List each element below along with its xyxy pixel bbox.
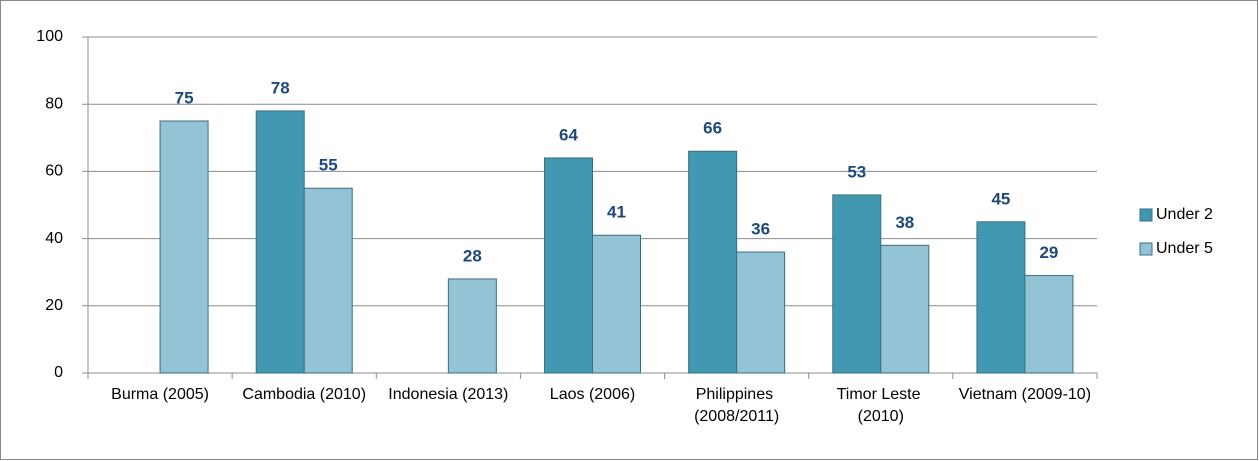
- bar: [592, 234, 641, 374]
- legend-label: Under 5: [1156, 240, 1213, 257]
- legend-swatch: [1139, 208, 1153, 222]
- value-label: 28: [463, 246, 482, 265]
- value-label: 41: [607, 203, 626, 222]
- y-tick-label: 60: [45, 163, 63, 180]
- value-label: 38: [895, 213, 914, 232]
- x-tick-label: Burma (2005): [111, 386, 209, 403]
- x-tick-label-line: (2010): [858, 408, 904, 425]
- value-label: 66: [703, 119, 722, 138]
- x-tick-label: Indonesia (2013): [388, 386, 508, 403]
- bar: [976, 221, 1026, 374]
- x-tick-label: Philippines (2008/2011): [694, 386, 779, 425]
- x-tick-label: Cambodia (2010): [242, 386, 366, 403]
- bar: [688, 150, 738, 374]
- x-tick-label: Laos (2006): [550, 386, 635, 403]
- bar: [736, 251, 786, 374]
- bar: [447, 278, 497, 374]
- x-tick-label: Timor Leste (2010): [837, 386, 925, 425]
- value-label: 75: [175, 88, 194, 107]
- y-tick-label: 80: [45, 95, 63, 112]
- value-label: 64: [559, 125, 578, 144]
- x-tick-label: Vietnam (2009-10): [959, 386, 1091, 403]
- legend-label: Under 2: [1156, 206, 1213, 223]
- value-label: 45: [991, 189, 1010, 208]
- bar: [832, 194, 882, 374]
- value-label: 78: [271, 78, 290, 97]
- bar: [255, 110, 305, 374]
- bar: [303, 187, 353, 374]
- bar: [880, 244, 930, 374]
- y-tick-label: 0: [54, 364, 63, 381]
- y-tick-label: 100: [36, 28, 63, 45]
- y-tick-label: 20: [45, 297, 63, 314]
- value-label: 53: [847, 162, 866, 181]
- value-label: 29: [1039, 243, 1058, 262]
- bar: [159, 120, 209, 374]
- x-tick-label-line: Timor Leste: [837, 386, 925, 403]
- bar: [1024, 275, 1074, 374]
- legend-swatch: [1139, 242, 1153, 256]
- y-tick-label: 40: [45, 230, 63, 247]
- bar: [544, 157, 593, 374]
- x-tick-label-line: Philippines: [696, 386, 778, 403]
- value-label: 55: [319, 156, 338, 175]
- x-tick-label-line: (2008/2011): [694, 408, 779, 425]
- value-label: 36: [751, 220, 770, 239]
